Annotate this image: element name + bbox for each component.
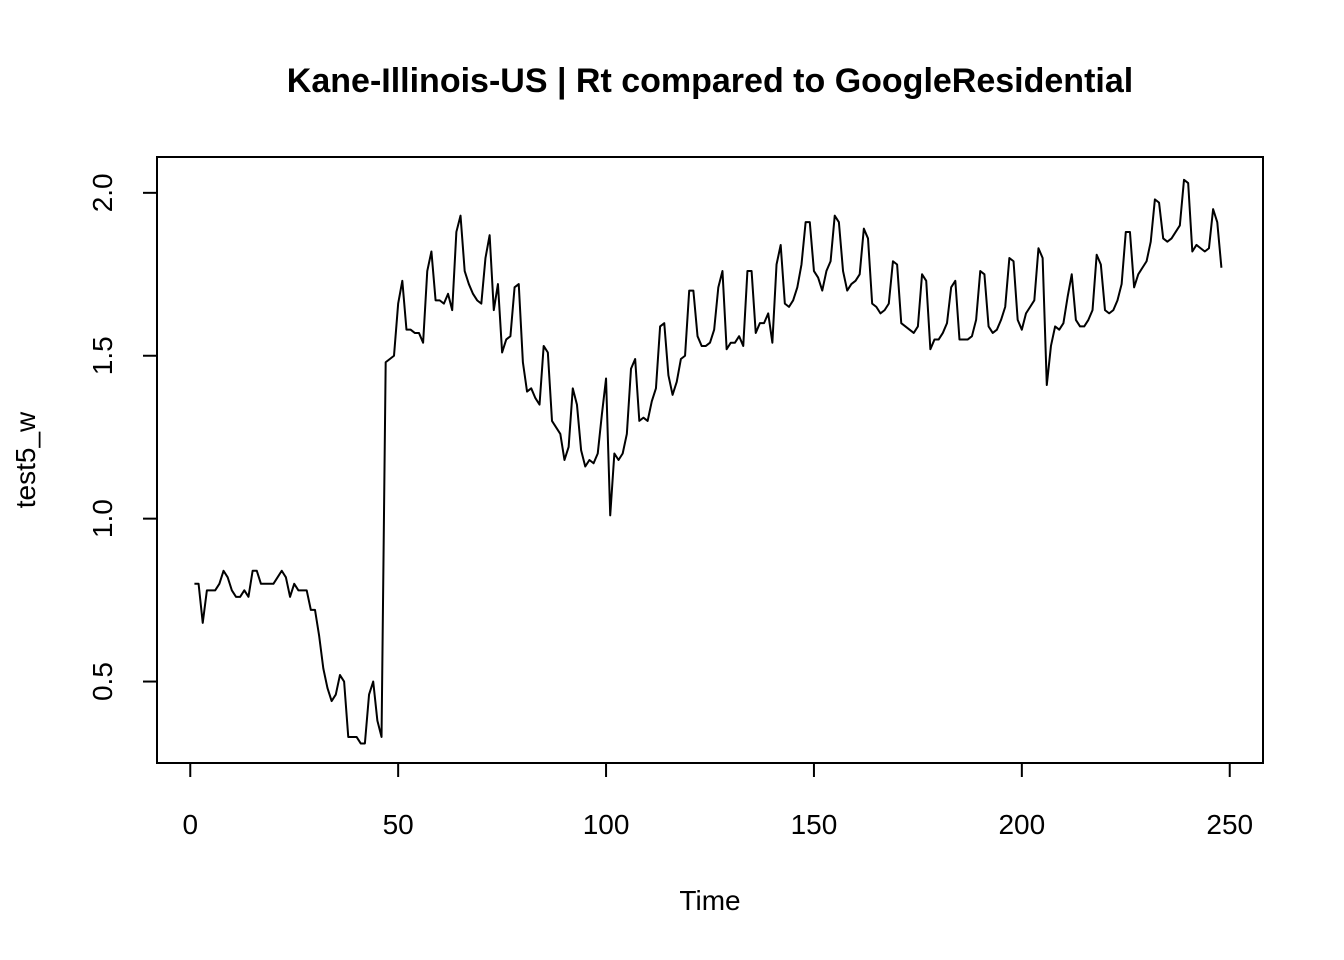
plot-frame bbox=[156, 156, 1264, 764]
x-tick-label: 200 bbox=[998, 809, 1045, 840]
y-tick-label: 1.0 bbox=[87, 499, 118, 538]
x-tick-label: 100 bbox=[583, 809, 630, 840]
y-tick-label: 2.0 bbox=[87, 173, 118, 212]
y-axis-label: test5_w bbox=[10, 411, 41, 508]
series-line bbox=[194, 178, 1223, 745]
y-tick-label: 1.5 bbox=[87, 336, 118, 375]
x-tick-label: 0 bbox=[182, 809, 198, 840]
x-tick-label: 50 bbox=[383, 809, 414, 840]
y-tick-label: 0.5 bbox=[87, 662, 118, 701]
chart-title: Kane-Illinois-US | Rt compared to Google… bbox=[287, 62, 1133, 100]
x-tick-label: 150 bbox=[791, 809, 838, 840]
x-tick-label: 250 bbox=[1206, 809, 1253, 840]
x-axis: 0 50 100 150 200 250 bbox=[182, 762, 1253, 840]
y-axis: 0.5 1.0 1.5 2.0 bbox=[87, 173, 158, 701]
x-axis-label: Time bbox=[679, 885, 740, 916]
